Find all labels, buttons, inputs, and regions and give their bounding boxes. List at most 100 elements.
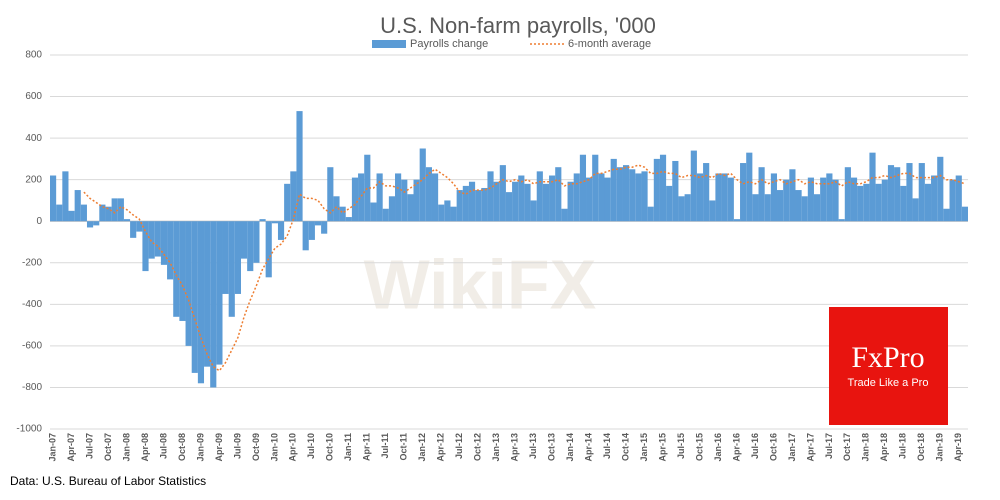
x-tick-label: Oct-10: [325, 433, 335, 461]
bar: [518, 175, 525, 222]
x-tick-label: Jan-15: [639, 433, 649, 462]
bar: [413, 179, 420, 222]
bar: [499, 165, 506, 222]
bar: [666, 185, 673, 222]
x-tick-label: Jan-09: [195, 433, 205, 462]
bar: [358, 173, 365, 222]
bar: [197, 221, 205, 384]
logo-tagline: Trade Like a Pro: [848, 377, 929, 389]
x-tick-label: Apr-10: [288, 433, 298, 462]
bar: [179, 221, 186, 321]
bar: [555, 167, 562, 222]
bar: [881, 179, 888, 222]
average-line: [83, 164, 966, 372]
bar: [733, 219, 741, 222]
bar: [80, 204, 87, 222]
bar: [290, 171, 297, 222]
bar: [659, 154, 667, 222]
x-tick-label: Oct-08: [177, 433, 187, 461]
source: Data: U.S. Bureau of Labor Statistics: [10, 474, 206, 488]
bar: [937, 156, 944, 222]
bar: [167, 221, 174, 280]
x-tick-label: Jul-17: [824, 433, 834, 459]
y-tick-label: -200: [22, 257, 42, 268]
bar: [573, 173, 580, 222]
bar: [351, 177, 359, 222]
bar: [228, 221, 235, 317]
bar: [444, 200, 451, 222]
bar: [93, 221, 100, 226]
bar: [210, 221, 217, 388]
bar: [148, 221, 155, 259]
bar: [154, 221, 161, 257]
y-tick-label: -400: [22, 299, 42, 310]
bar: [549, 175, 556, 222]
bar: [56, 204, 63, 222]
bar: [468, 181, 476, 222]
bar: [586, 177, 593, 222]
x-tick-label: Oct-14: [620, 433, 630, 461]
bar: [240, 221, 248, 259]
bar: [610, 158, 617, 222]
bar: [462, 185, 469, 222]
bar: [475, 190, 482, 222]
x-tick-label: Oct-18: [916, 433, 926, 461]
y-tick-label: 200: [25, 174, 42, 185]
bar: [74, 190, 81, 222]
x-tick-label: Apr-12: [436, 433, 446, 462]
x-tick-label: Apr-11: [362, 433, 372, 461]
bar: [105, 206, 112, 222]
bar: [370, 202, 377, 222]
x-tick-label: Oct-15: [694, 433, 704, 461]
x-tick-label: Jul-10: [306, 433, 316, 459]
bar: [302, 221, 309, 251]
x-tick-label: Jan-13: [491, 433, 501, 462]
x-tick-label: Jul-13: [528, 433, 538, 459]
bar: [50, 175, 57, 222]
x-tick-label: Jul-16: [750, 433, 760, 459]
legend-label: 6-month average: [568, 38, 651, 50]
x-tick-label: Jan-16: [713, 433, 723, 462]
bar: [86, 221, 94, 228]
bar: [376, 173, 383, 222]
x-tick-label: Oct-09: [251, 433, 261, 461]
bar: [68, 210, 75, 222]
bar: [795, 190, 802, 222]
bar: [247, 221, 254, 272]
bar: [906, 163, 913, 222]
bar: [99, 204, 106, 222]
bar: [715, 173, 722, 222]
x-tick-label: Jan-12: [417, 433, 427, 462]
legend-label: Payrolls change: [410, 38, 488, 50]
logo-name: FxPro: [851, 341, 924, 374]
x-tick-label: Apr-14: [583, 433, 593, 462]
bar: [616, 167, 623, 222]
bar: [345, 217, 352, 222]
bar: [783, 179, 790, 222]
x-tick-label: Jan-08: [121, 433, 131, 462]
bar: [826, 173, 833, 222]
bar: [801, 196, 808, 222]
bar: [857, 185, 864, 222]
bar: [222, 221, 229, 294]
bar: [721, 173, 728, 222]
bar: [204, 221, 211, 367]
bar: [684, 194, 691, 222]
x-tick-label: Apr-18: [879, 433, 889, 462]
bar: [622, 165, 630, 222]
bar: [770, 173, 778, 222]
bar: [321, 221, 328, 234]
bar: [943, 208, 950, 222]
bar: [259, 219, 266, 222]
x-tick-label: Oct-17: [842, 433, 852, 461]
bar: [598, 173, 605, 222]
bar: [117, 198, 124, 222]
bar: [740, 163, 747, 222]
x-tick-label: Oct-13: [547, 433, 557, 461]
bar: [456, 190, 463, 222]
legend-swatch: [372, 40, 406, 48]
bar: [130, 221, 137, 238]
bar: [277, 221, 285, 240]
bar: [431, 173, 439, 222]
x-tick-label: Jan-14: [565, 433, 575, 462]
